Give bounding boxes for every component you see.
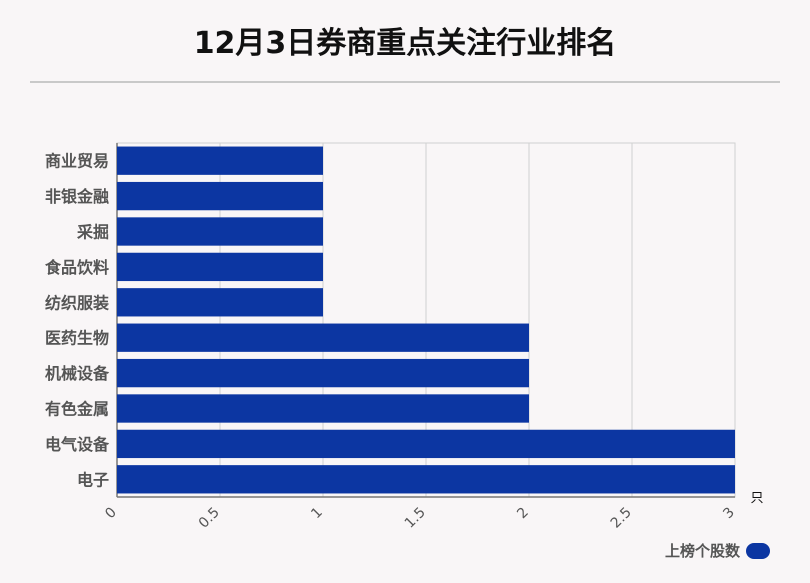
y-category-label: 医药生物: [45, 329, 109, 348]
x-tick-label: 1.5: [402, 505, 429, 532]
bar: [117, 181, 323, 211]
y-category-label: 商业贸易: [45, 152, 109, 171]
x-tick-label: 3: [720, 505, 738, 523]
x-tick-label: 2.5: [608, 505, 635, 532]
legend-label: 上榜个股数: [664, 542, 740, 560]
legend[interactable]: 上榜个股数: [665, 540, 770, 561]
bar: [117, 358, 529, 388]
bar: [117, 146, 323, 175]
x-tick-label: 0: [102, 505, 120, 523]
y-category-label: 电气设备: [45, 435, 110, 454]
y-category-label: 电子: [77, 470, 109, 489]
bar: [117, 217, 323, 246]
chart-title: 12月3日券商重点关注行业排名: [193, 26, 617, 61]
bar: [117, 288, 323, 317]
bar: [117, 252, 323, 282]
x-tick-label: 2: [514, 505, 532, 523]
y-category-label: 采掘: [76, 223, 109, 242]
bar: [117, 465, 735, 494]
legend-swatch: [746, 542, 770, 559]
x-axis-unit: 只: [750, 491, 763, 506]
x-tick-label: 0.5: [196, 505, 223, 532]
x-tick-label: 1: [308, 505, 326, 523]
y-category-label: 食品饮料: [44, 258, 109, 277]
y-category-label: 机械设备: [45, 364, 110, 383]
y-category-label: 有色金属: [45, 400, 109, 419]
bar: [117, 323, 529, 352]
y-category-label: 纺织服装: [45, 293, 109, 312]
bar: [117, 394, 529, 423]
y-category-label: 非银金融: [45, 187, 109, 206]
title-divider: [30, 81, 780, 83]
bar: [117, 429, 735, 459]
